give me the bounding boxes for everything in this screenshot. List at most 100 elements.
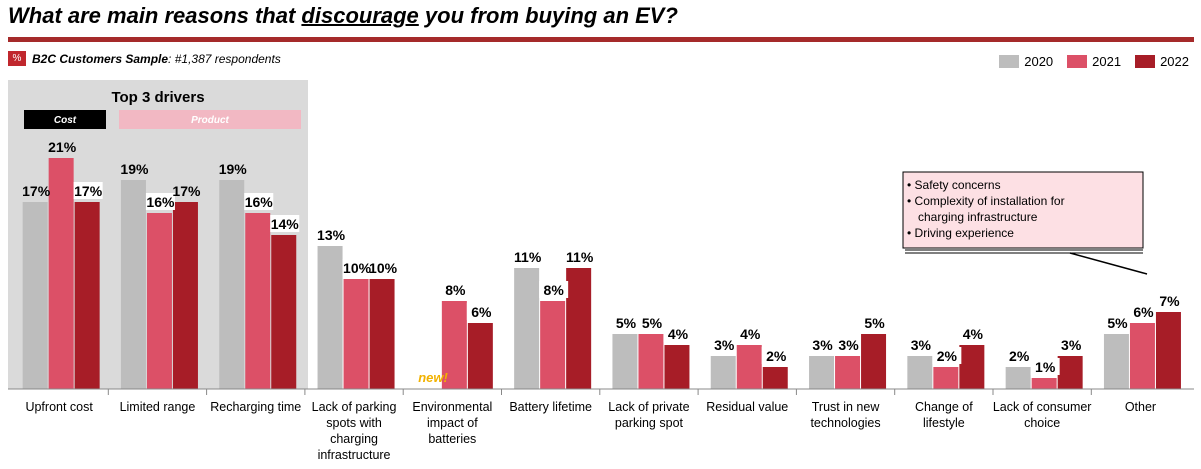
value-label: 3% — [911, 337, 932, 353]
bar-2021-2 — [245, 213, 271, 389]
legend-swatch — [999, 55, 1020, 68]
value-label: 21% — [48, 139, 77, 155]
value-label: 14% — [271, 216, 300, 232]
product-tag-bg — [119, 110, 301, 129]
category-label: infrastructure — [318, 448, 391, 462]
new-tag: new! — [418, 370, 448, 385]
value-label-bg — [539, 281, 569, 298]
category-label: Limited range — [120, 400, 196, 414]
legend-swatch — [1135, 55, 1156, 68]
bar-2020-3 — [317, 246, 343, 389]
bar-2021-1 — [146, 213, 172, 389]
category-label: Battery lifetime — [509, 400, 592, 414]
value-label: 17% — [22, 183, 51, 199]
callout-text: • Safety concerns • Complexity of install… — [907, 178, 1065, 240]
top-drivers-title: Top 3 drivers — [111, 89, 204, 106]
category-label: charging — [330, 432, 378, 446]
value-label-bg — [342, 259, 372, 276]
value-label-bg — [761, 347, 791, 364]
bar-2020-9 — [907, 356, 933, 389]
bar-2020-8 — [809, 356, 835, 389]
legend-item-2022: 2022 — [1135, 54, 1189, 69]
category-label: Other — [1125, 400, 1156, 414]
category-label: Trust in new — [812, 400, 881, 414]
value-label: 4% — [668, 326, 689, 342]
value-label: 13% — [317, 227, 346, 243]
callout-pointer — [1069, 252, 1148, 275]
callout-item: • Driving experience — [907, 226, 1014, 240]
legend-item-2021: 2021 — [1067, 54, 1121, 69]
sample-info: % B2C Customers Sample : #1,387 responde… — [8, 51, 281, 66]
callout-item: • Safety concerns — [907, 178, 1001, 192]
legend-swatch — [1067, 55, 1088, 68]
bar-2020-5 — [514, 268, 540, 389]
value-label-bg — [1030, 358, 1060, 375]
value-label-bg — [663, 325, 693, 342]
value-label: 6% — [1133, 304, 1154, 320]
value-label: 5% — [1107, 315, 1128, 331]
bar-2020-0 — [22, 202, 48, 389]
cost-tag: Cost — [54, 115, 77, 126]
value-label-bg — [270, 215, 300, 232]
value-label: 5% — [616, 315, 637, 331]
value-label: 8% — [445, 282, 466, 298]
bar-2022-5 — [566, 268, 592, 389]
product-tag: Product — [191, 115, 229, 126]
bar-2020-7 — [710, 356, 736, 389]
bar-2021-7 — [736, 345, 762, 389]
value-label: 11% — [514, 249, 542, 265]
category-label: parking spot — [615, 416, 684, 430]
bar-2021-4 — [441, 301, 467, 389]
bar-2020-11 — [1103, 334, 1129, 389]
value-label: 5% — [864, 315, 885, 331]
value-label-bg — [244, 193, 274, 210]
value-label: 4% — [963, 326, 984, 342]
value-label: 10% — [343, 260, 372, 276]
bar-2022-1 — [172, 202, 198, 389]
category-label: spots with — [326, 416, 382, 430]
value-label: 10% — [369, 260, 398, 276]
bar-2020-6 — [612, 334, 638, 389]
bar-2020-10 — [1005, 367, 1031, 389]
category-label: choice — [1024, 416, 1060, 430]
bar-2021-0 — [48, 158, 74, 389]
callout-box — [902, 171, 1144, 249]
category-label: Environmental — [412, 400, 492, 414]
value-label: 17% — [74, 183, 103, 199]
callout-item: • Complexity of installation for — [907, 194, 1065, 208]
bar-2022-6 — [664, 345, 690, 389]
value-label-bg — [932, 347, 962, 364]
sample-detail: : #1,387 respondents — [168, 51, 281, 66]
bar-2022-2 — [271, 235, 297, 389]
legend-item-2020: 2020 — [999, 54, 1053, 69]
value-label: 2% — [937, 348, 958, 364]
bar-2021-9 — [933, 367, 959, 389]
value-label: 11% — [566, 249, 594, 265]
value-label: 6% — [471, 304, 492, 320]
sample-label: B2C Customers Sample — [32, 51, 169, 66]
value-label: 17% — [172, 183, 201, 199]
bar-2022-10 — [1057, 356, 1083, 389]
category-label: Lack of private — [608, 400, 689, 414]
value-label-bg — [145, 193, 175, 210]
bar-2021-11 — [1129, 323, 1155, 389]
bar-2020-2 — [219, 180, 245, 389]
bar-2021-5 — [540, 301, 566, 389]
value-label: 5% — [642, 315, 663, 331]
bar-2021-8 — [835, 356, 861, 389]
bar-2021-6 — [638, 334, 664, 389]
legend-label: 2020 — [1024, 54, 1054, 69]
bar-2022-4 — [467, 323, 493, 389]
value-label: 19% — [219, 161, 248, 177]
value-label: 3% — [812, 337, 833, 353]
bar-2021-10 — [1031, 378, 1057, 389]
value-label: 8% — [544, 282, 565, 298]
value-label: 3% — [1061, 337, 1082, 353]
category-label: impact of — [427, 416, 478, 430]
cost-tag-bg — [24, 110, 106, 129]
legend-label: 2021 — [1092, 54, 1122, 69]
value-label: 7% — [1159, 293, 1180, 309]
value-label: 4% — [740, 326, 761, 342]
value-label: 16% — [146, 194, 175, 210]
value-label: 3% — [714, 337, 735, 353]
